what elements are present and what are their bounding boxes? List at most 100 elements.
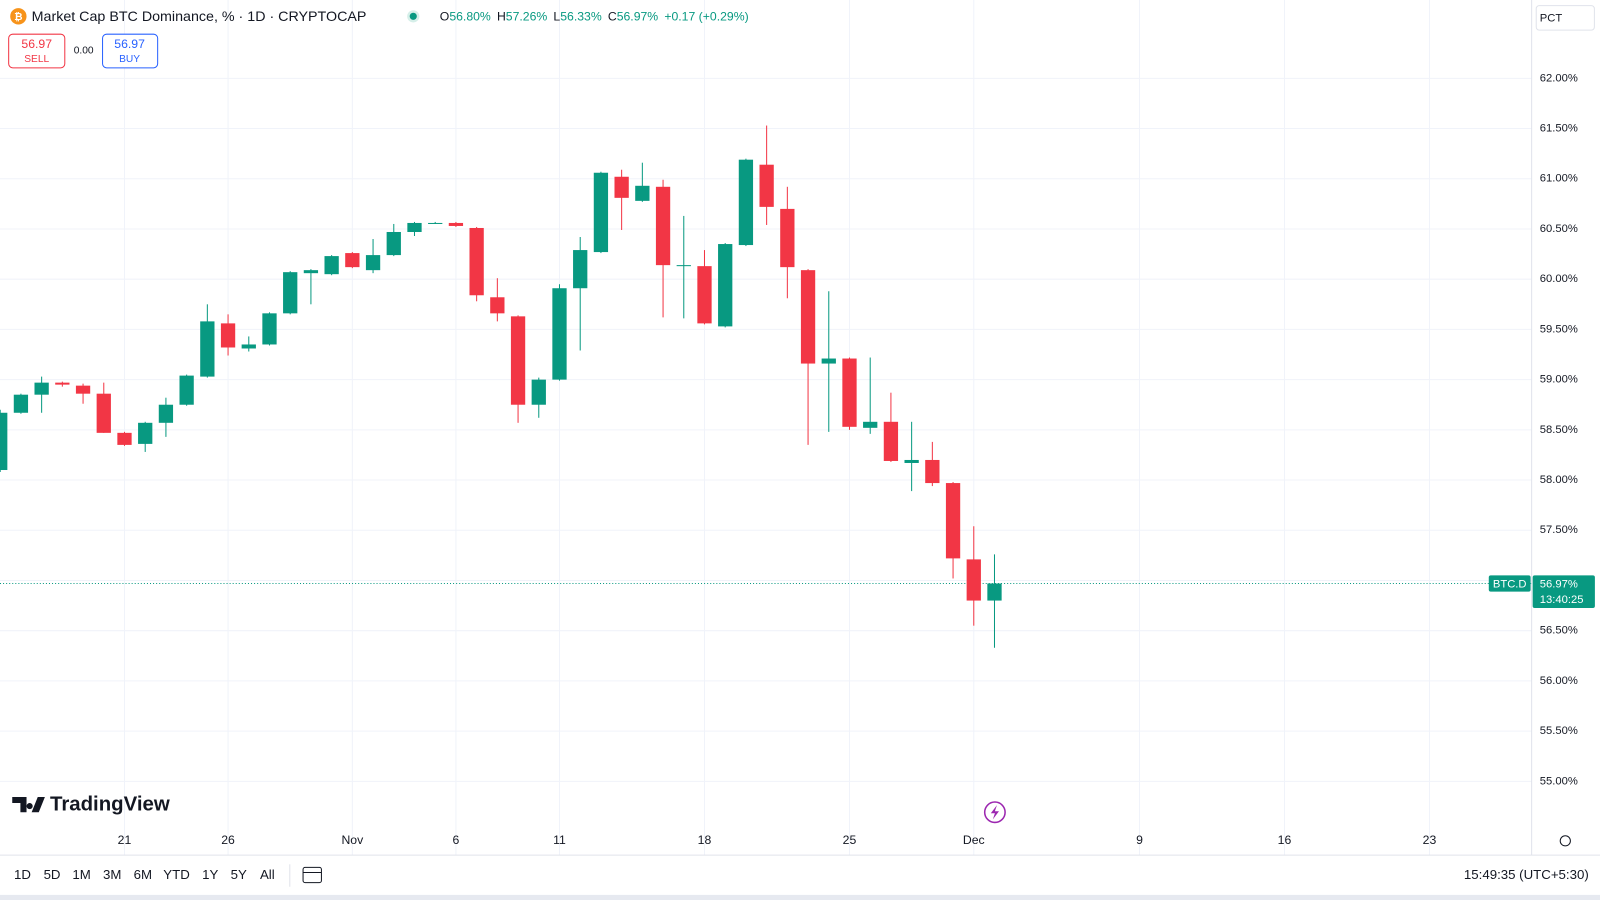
x-tick-label: 9: [1136, 833, 1143, 847]
ohlc-key: L: [553, 10, 560, 24]
candle-body: [96, 393, 111, 433]
scale-mode[interactable]: PCT: [1540, 12, 1563, 24]
candle-body: [966, 559, 981, 601]
x-tick-label: 25: [843, 833, 857, 847]
x-tick-label: 26: [221, 833, 235, 847]
bottom-strip: [0, 894, 1600, 900]
symbol-title: Market Cap BTC Dominance, % · 1D · CRYPT…: [32, 9, 367, 25]
candle-body: [614, 176, 629, 198]
candle-body: [635, 185, 650, 201]
last-price-label: 56.97%: [1540, 578, 1578, 590]
ohlc-value: 56.97%: [617, 10, 659, 24]
last-price-tag: [1532, 575, 1595, 608]
y-tick-label: 55.00%: [1540, 775, 1578, 787]
candle-body: [469, 227, 484, 296]
range-button[interactable]: 3M: [103, 867, 121, 882]
x-tick-label: 16: [1278, 833, 1292, 847]
candle-body: [220, 323, 236, 348]
candle-body: [179, 375, 194, 405]
candle-body: [718, 244, 733, 327]
candle-body: [531, 379, 546, 405]
range-button[interactable]: 5D: [44, 867, 61, 882]
y-tick-label: 62.00%: [1540, 72, 1578, 84]
buy-label[interactable]: BUY: [119, 54, 140, 65]
scale-mode-button[interactable]: [1535, 5, 1595, 31]
settings-icon[interactable]: [1559, 835, 1571, 847]
buy-button[interactable]: [102, 33, 159, 69]
candle-body: [738, 159, 754, 246]
events-bolt: [990, 805, 999, 820]
candle-body: [241, 344, 256, 349]
candle-body: [573, 250, 588, 289]
plot-area: [0, 0, 1532, 856]
candle-body: [510, 316, 526, 405]
candle-body: [780, 208, 795, 268]
x-tick-label: Dec: [963, 833, 985, 847]
ohlc-key: C: [608, 10, 617, 24]
coin-icon: [10, 8, 27, 25]
y-tick-label: 55.50%: [1540, 725, 1578, 737]
candle-body: [925, 459, 940, 484]
sell-label[interactable]: SELL: [24, 54, 49, 65]
countdown: 13:40:25: [1540, 594, 1584, 606]
y-tick-label: 58.00%: [1540, 474, 1578, 486]
candle-body: [842, 358, 857, 427]
ohlc-key: H: [497, 10, 506, 24]
candle-body: [283, 272, 298, 314]
x-tick-label: 18: [698, 833, 712, 847]
candle-body: [0, 412, 8, 471]
goto-date-icon[interactable]: [302, 866, 322, 884]
ohlc-value: 57.26%: [506, 10, 548, 24]
candle-body: [55, 382, 70, 385]
candle-body: [324, 256, 339, 275]
buy-price[interactable]: 56.97: [114, 37, 145, 51]
range-button[interactable]: 5Y: [231, 867, 247, 882]
range-bar: 1D 5D 1M 3M 6M YTD 1Y 5Y All: [14, 867, 275, 882]
logo-text: TradingView: [50, 793, 170, 815]
x-tick-label: 21: [118, 833, 132, 847]
y-tick-label: 57.50%: [1540, 524, 1578, 536]
sell-price[interactable]: 56.97: [21, 37, 52, 51]
candle-body: [945, 483, 961, 559]
symbol-tag: [1488, 575, 1531, 592]
candle-body: [655, 186, 671, 266]
x-tick-label: 11: [553, 833, 566, 847]
ohlc-value: 56.80%: [449, 10, 491, 24]
candle-body: [552, 288, 567, 380]
candle-body: [158, 404, 174, 423]
y-tick-label: 59.50%: [1540, 323, 1578, 335]
candle-body: [386, 231, 401, 256]
candle-body: [676, 265, 691, 267]
candle-body: [428, 222, 443, 224]
candle-body: [34, 382, 49, 395]
clock: 15:49:35 (UTC+5:30): [1464, 867, 1589, 882]
candle-body: [138, 422, 153, 444]
y-tick-label: 58.50%: [1540, 424, 1578, 436]
y-tick-label: 60.00%: [1540, 273, 1578, 285]
range-button[interactable]: 6M: [134, 867, 152, 882]
y-tick-label: 56.00%: [1540, 675, 1578, 687]
x-tick-label: Nov: [341, 833, 364, 847]
ohlc-value: 56.33%: [560, 10, 602, 24]
candle-body: [863, 421, 878, 428]
range-button[interactable]: 1M: [72, 867, 90, 882]
ohlc-legend: O56.80% H57.26% L56.33% C56.97% +0.17 (+0.29…: [440, 10, 749, 24]
candle-body: [448, 222, 464, 226]
coin-icon-glyph: ₿: [14, 11, 22, 23]
candle-body: [883, 421, 899, 461]
range-button[interactable]: 1Y: [202, 867, 218, 882]
symbol-tag-text: BTC.D: [1493, 578, 1527, 590]
logo-icon: [12, 796, 45, 813]
candle-body: [490, 297, 505, 314]
candle-body: [407, 222, 422, 232]
candle-body: [345, 253, 360, 268]
candle-body: [593, 172, 609, 253]
range-button[interactable]: All: [260, 867, 275, 882]
sell-button[interactable]: [8, 33, 66, 69]
range-button[interactable]: YTD: [163, 867, 190, 882]
candle-body: [365, 255, 381, 271]
range-button[interactable]: 1D: [14, 867, 31, 882]
y-tick-label: 59.00%: [1540, 374, 1578, 386]
